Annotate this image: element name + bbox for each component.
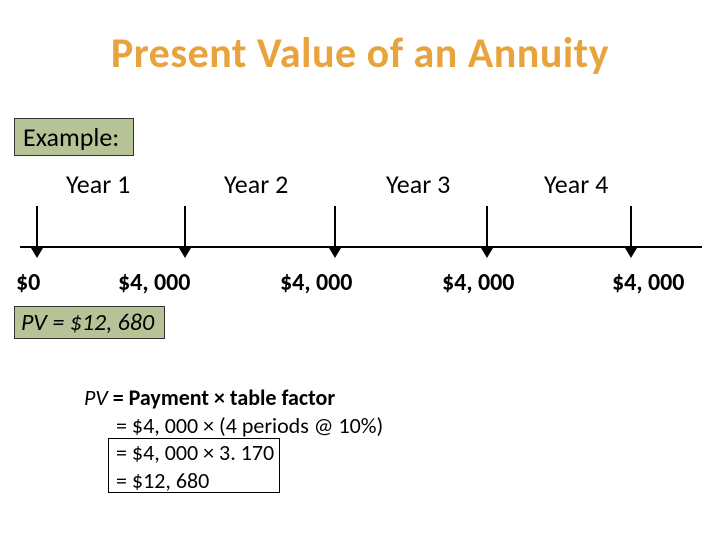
example-badge: Example: — [14, 118, 134, 156]
pv-result-badge: PV = $12, 680 — [14, 306, 165, 339]
year-label-1: Year 1 — [66, 168, 130, 200]
page-title: Present Value of an Annuity — [0, 0, 720, 79]
year-label-2: Year 2 — [224, 168, 288, 200]
calc-line-2: = $4, 000 × (4 periods @ 10%) — [116, 412, 383, 440]
timeline-line — [20, 246, 702, 248]
timeline-tick-0 — [36, 206, 38, 256]
timeline-tick-3 — [486, 206, 488, 256]
amount-3: $4, 000 — [442, 268, 514, 297]
amount-2: $4, 000 — [280, 268, 352, 297]
timeline-axis — [16, 206, 706, 262]
amounts-row: $0 $4, 000 $4, 000 $4, 000 $4, 000 — [16, 268, 706, 302]
calc-line-1-rest: = Payment × table factor — [108, 384, 335, 411]
calc-highlight-box — [108, 438, 280, 493]
year-label-4: Year 4 — [544, 168, 608, 200]
amount-4: $4, 000 — [612, 268, 684, 297]
pv-result-text: PV = $12, 680 — [21, 308, 154, 337]
timeline: Year 1 Year 2 Year 3 Year 4 $0 $4, 000 $… — [16, 168, 706, 302]
year-labels-row: Year 1 Year 2 Year 3 Year 4 — [16, 168, 706, 204]
amount-0: $0 — [16, 268, 40, 297]
timeline-tick-1 — [184, 206, 186, 256]
timeline-tick-4 — [630, 206, 632, 256]
calc-line-1: PV = Payment × table factor — [84, 384, 383, 412]
calc-pv-symbol: PV — [84, 384, 108, 411]
timeline-tick-2 — [334, 206, 336, 256]
year-label-3: Year 3 — [386, 168, 450, 200]
amount-1: $4, 000 — [118, 268, 190, 297]
